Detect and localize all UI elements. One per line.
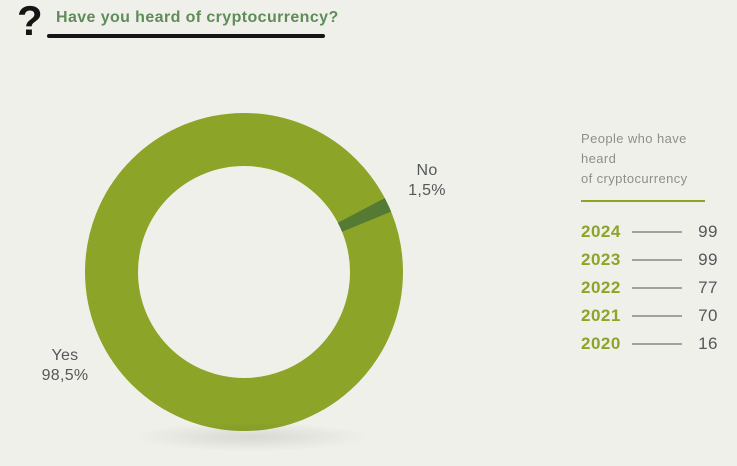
side-panel-divider (581, 200, 705, 202)
row-connector-line (632, 231, 682, 233)
table-row: 2020 16 (581, 334, 718, 353)
slice-label-yes-text: Yes (51, 347, 79, 364)
table-row: 2024 99 (581, 222, 718, 241)
row-connector-line (632, 315, 682, 317)
row-year: 2020 (581, 334, 621, 353)
title-underline (47, 34, 325, 38)
side-panel-rows: 2024 99 2023 99 2022 77 2021 70 2020 (581, 222, 718, 353)
donut-chart (85, 113, 403, 431)
slice-label-yes: Yes 98,5% (15, 346, 115, 386)
row-year: 2023 (581, 250, 621, 269)
donut-shadow (128, 422, 373, 452)
row-year: 2022 (581, 278, 621, 297)
row-year: 2021 (581, 306, 621, 325)
row-year: 2024 (581, 222, 621, 241)
side-panel: People who have heard of cryptocurrency … (581, 129, 718, 363)
row-connector-line (632, 287, 682, 289)
slice-label-yes-value: 98,5% (41, 367, 89, 384)
table-row: 2023 99 (581, 250, 718, 269)
table-row: 2021 70 (581, 306, 718, 325)
slice-label-no-value: 1,5% (408, 182, 446, 199)
row-value: 70 (698, 306, 718, 325)
row-connector-line (632, 343, 682, 345)
table-row: 2022 77 (581, 278, 718, 297)
donut-slice-no (337, 198, 392, 232)
side-panel-heading-line1: People who have heard (581, 131, 687, 166)
row-value: 77 (698, 278, 718, 297)
row-connector-line (632, 259, 682, 261)
donut-chart-svg (85, 113, 403, 431)
side-panel-heading: People who have heard of cryptocurrency (581, 129, 718, 189)
row-value: 99 (698, 222, 718, 241)
slice-label-no: No 1,5% (392, 161, 462, 201)
row-value: 16 (698, 334, 718, 353)
question-mark-icon: ? (17, 0, 43, 44)
page-title: Have you heard of cryptocurrency? (56, 9, 339, 26)
row-value: 99 (698, 250, 718, 269)
slice-label-no-text: No (416, 162, 438, 179)
side-panel-heading-line2: of cryptocurrency (581, 171, 688, 186)
